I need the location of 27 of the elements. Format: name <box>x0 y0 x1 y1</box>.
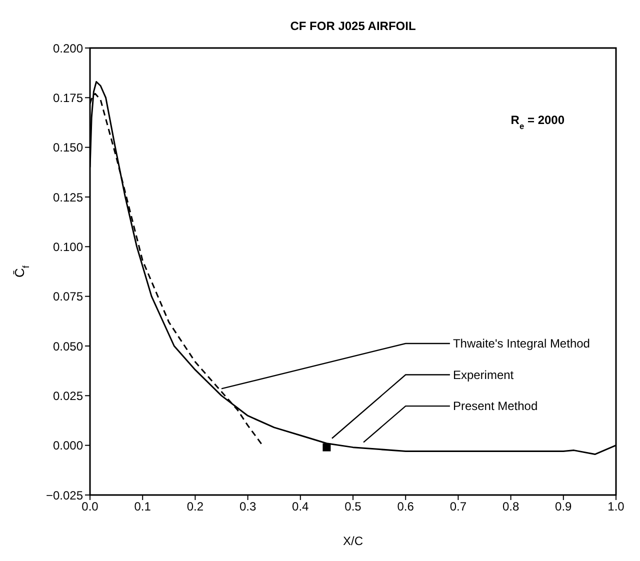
y-tick-label: 0.100 <box>52 240 84 254</box>
x-tick-label: 0.5 <box>344 500 362 514</box>
y-tick-label: 0.075 <box>52 290 84 304</box>
annotation: Experiment <box>452 368 514 382</box>
x-axis-title: X/C <box>342 534 364 548</box>
y-tick-label: 0.175 <box>52 90 84 105</box>
y-tick-label: 0.125 <box>52 190 84 204</box>
x-tick-label: 0.6 <box>397 500 414 514</box>
x-tick-label: 0.4 <box>292 500 310 514</box>
x-tick-label: 0.0 <box>82 500 99 514</box>
x-tick-label: 0.3 <box>239 500 256 514</box>
x-tick-label: 0.8 <box>502 500 520 514</box>
y-tick-label: 0.200 <box>52 41 84 56</box>
x-tick-label: 1.0 <box>608 500 625 514</box>
y-tick-label: 0.025 <box>52 388 84 403</box>
x-tick-label: 0.7 <box>450 500 467 514</box>
annotation: Thwaite's Integral Method <box>452 336 590 350</box>
y-tick-label: 0.150 <box>52 140 84 155</box>
chart-title: CF FOR J025 AIRFOIL <box>290 19 416 33</box>
y-tick-label: −0.025 <box>46 488 84 502</box>
y-tick-label: 0.000 <box>52 438 84 453</box>
x-tick-label: 0.9 <box>555 500 572 514</box>
x-tick-label: 0.2 <box>186 500 204 514</box>
x-tick-label: 0.1 <box>134 500 152 514</box>
annotation: Present Method <box>452 399 538 414</box>
y-tick-label: 0.050 <box>52 339 84 354</box>
annotation: R$_{e}$ = 2000 <box>510 112 565 131</box>
